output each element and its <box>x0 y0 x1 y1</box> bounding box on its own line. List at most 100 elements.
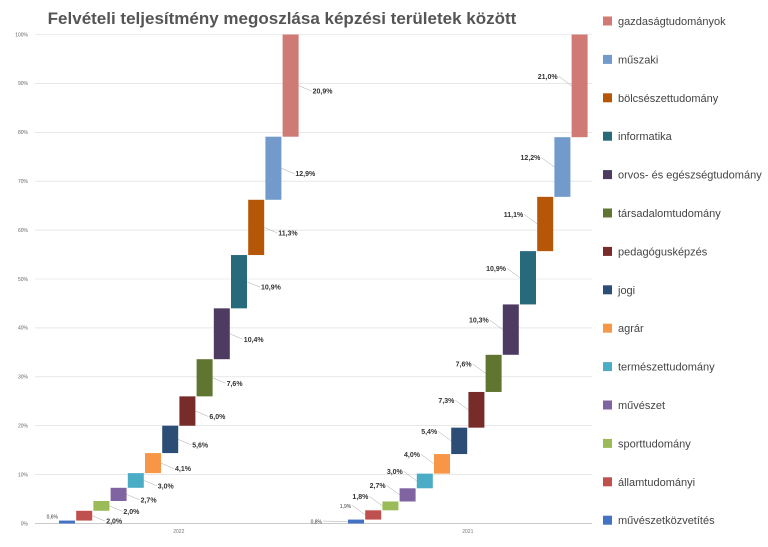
leader-line <box>143 480 157 487</box>
legend-label: művészetközvetítés <box>618 515 715 527</box>
legend-label: orvos- és egészségtudomány <box>618 170 762 182</box>
legend-label: társadalomtudomány <box>618 208 721 220</box>
bar-bölcsészettudomány <box>248 199 265 256</box>
y-axis: 0% 10% 20% 30% 40% 50% 60% 70% 80% 90% 100% <box>15 32 28 527</box>
data-label: 10,3% <box>469 318 490 325</box>
leader-line <box>352 505 366 516</box>
data-label: 11,3% <box>278 230 298 237</box>
gridlines <box>35 34 592 524</box>
bars <box>59 34 588 524</box>
data-label: 2,7% <box>141 497 158 504</box>
legend-swatch <box>603 285 612 295</box>
y-tick-label: 80% <box>18 130 29 136</box>
data-label: 1,9% <box>340 504 352 510</box>
data-label: 5,6% <box>192 442 209 449</box>
data-label: 4,0% <box>404 452 421 459</box>
legend-swatch <box>603 208 612 218</box>
leader-line <box>420 454 435 465</box>
legend-swatch <box>603 93 612 103</box>
bar-jogi <box>451 427 468 455</box>
bar-művészetközvetítés <box>59 520 75 524</box>
legend-swatch <box>603 477 612 487</box>
bar-orvos- és egészségtudomány <box>502 304 519 355</box>
leader-line <box>438 431 452 442</box>
leader-line <box>541 157 555 168</box>
bar-agrár <box>434 454 450 474</box>
legend-label: informatika <box>618 131 673 143</box>
leader-line <box>472 363 486 374</box>
data-label: 3,0% <box>158 483 175 490</box>
leader-line <box>369 496 383 507</box>
data-label: 2,0% <box>123 509 140 516</box>
legend-swatch <box>603 16 612 26</box>
legend-label: sporttudomány <box>618 438 691 450</box>
data-label: 10,9% <box>486 266 507 273</box>
y-tick-label: 10% <box>18 472 29 478</box>
leader-line <box>178 439 192 446</box>
legend-label: pedagógusképzés <box>618 246 708 258</box>
y-tick-label: 60% <box>18 228 29 234</box>
legend-swatch <box>603 362 612 372</box>
data-label: 7,6% <box>227 381 244 388</box>
legend-label: természettudomány <box>618 362 715 374</box>
bar-államtudományi <box>365 510 382 520</box>
data-label: 11,1% <box>504 212 524 219</box>
legend-swatch <box>603 438 612 448</box>
bar-természettudomány <box>127 473 144 488</box>
y-tick-label: 30% <box>18 375 29 381</box>
legend: gazdaságtudományok műszaki bölcsészettudom… <box>603 16 762 527</box>
legend-swatch <box>603 54 612 64</box>
data-label: 2,0% <box>106 519 123 526</box>
legend-label: jogi <box>617 285 635 297</box>
bar-társadalomtudomány <box>485 354 502 392</box>
leader-line <box>160 462 175 469</box>
bar-sporttudomány <box>382 501 399 511</box>
legend-swatch <box>603 246 612 256</box>
y-tick-label: 50% <box>18 277 29 283</box>
leader-line <box>229 333 243 340</box>
y-tick-label: 20% <box>18 424 29 430</box>
leader-line <box>109 505 123 512</box>
y-tick-label: 40% <box>18 326 29 332</box>
leader-line <box>264 227 278 234</box>
leader-line <box>281 168 295 174</box>
bar-jogi <box>162 425 179 454</box>
bar-műszaki <box>265 136 282 200</box>
data-label: 7,3% <box>438 398 455 405</box>
bar-társadalomtudomány <box>196 359 213 397</box>
legend-swatch <box>603 400 612 410</box>
y-tick-label: 90% <box>18 81 29 87</box>
data-label: 12,9% <box>295 171 316 178</box>
y-tick-label: 0% <box>21 521 29 527</box>
bar-gazdaságtudományok <box>571 34 588 138</box>
bar-természettudomány <box>416 473 433 489</box>
bar-informatika <box>520 251 536 305</box>
y-tick-label: 70% <box>18 179 29 185</box>
data-label: 0,6% <box>47 515 59 521</box>
leader-line <box>212 377 226 384</box>
bar-műszaki <box>554 137 571 197</box>
data-label: 7,6% <box>456 361 473 368</box>
data-label: 6,0% <box>209 414 226 421</box>
bar-pedagógusképzés <box>468 391 485 428</box>
leader-line <box>403 471 417 482</box>
data-label: 5,4% <box>421 429 438 436</box>
leader-line <box>455 400 469 411</box>
legend-label: bölcsészettudomány <box>618 93 719 105</box>
label-leader-lines <box>92 76 572 522</box>
data-label: 3,0% <box>387 469 404 476</box>
bar-orvos- és egészségtudomány <box>213 308 230 360</box>
legend-swatch <box>603 515 612 525</box>
data-label: 0,8% <box>311 520 323 526</box>
data-labels: 0,6%2,0%2,0%2,7%3,0%4,1%5,6%6,0%7,6%10,4… <box>47 74 559 526</box>
bar-művészet <box>399 488 416 502</box>
x-tick-label: 2022 <box>173 529 184 535</box>
x-tick-label: 2021 <box>462 529 473 535</box>
legend-swatch <box>603 131 612 141</box>
bar-művészet <box>110 487 127 502</box>
y-tick-label: 100% <box>15 32 28 38</box>
data-label: 10,4% <box>244 337 265 344</box>
data-label: 12,2% <box>521 155 542 162</box>
bar-informatika <box>231 255 247 309</box>
